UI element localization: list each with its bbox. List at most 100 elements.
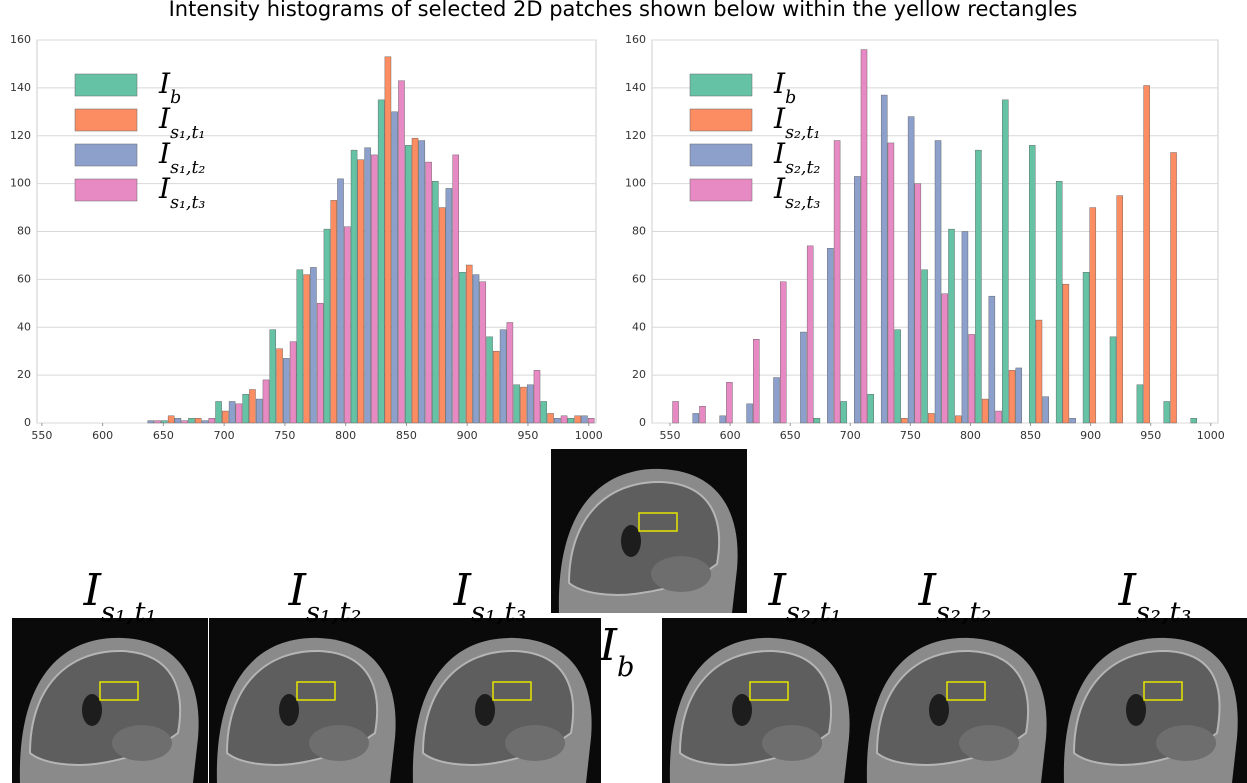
- bar: [955, 416, 961, 423]
- ventricle: [1126, 694, 1146, 726]
- bar: [263, 380, 269, 423]
- cerebellum: [959, 725, 1019, 761]
- bar: [1016, 368, 1022, 423]
- bar: [195, 418, 201, 423]
- mri-image: [662, 618, 859, 783]
- x-tick-label: 550: [660, 429, 681, 442]
- cerebellum: [309, 725, 369, 761]
- ventricle: [82, 694, 102, 726]
- x-tick-label: 800: [960, 429, 981, 442]
- image-label: Ib: [599, 620, 635, 683]
- bar: [720, 416, 726, 423]
- bar: [351, 150, 357, 423]
- bar: [807, 246, 813, 423]
- bar: [446, 188, 452, 423]
- bar: [901, 418, 907, 423]
- bar: [459, 272, 465, 423]
- bar: [182, 421, 188, 423]
- bar: [922, 270, 928, 423]
- ventricle: [621, 525, 641, 557]
- bar: [453, 155, 459, 423]
- bar: [426, 162, 432, 423]
- bar: [1036, 320, 1042, 423]
- bar: [928, 413, 934, 423]
- x-tick-label: 550: [31, 429, 52, 442]
- bar: [385, 57, 391, 423]
- bar: [989, 296, 995, 423]
- bar: [547, 413, 553, 423]
- bar: [480, 282, 486, 423]
- bar: [841, 401, 847, 423]
- bar: [365, 148, 371, 423]
- bar: [527, 385, 533, 423]
- bar: [256, 399, 262, 423]
- bar: [673, 401, 679, 423]
- bar: [773, 378, 779, 423]
- bar: [861, 50, 867, 423]
- legend-swatch: [690, 144, 752, 166]
- bar: [161, 421, 167, 423]
- bar: [1043, 397, 1049, 423]
- bar: [827, 248, 833, 423]
- x-tick-label: 950: [1140, 429, 1161, 442]
- legend-swatch: [75, 144, 137, 166]
- bar: [1137, 385, 1143, 423]
- bar: [693, 413, 699, 423]
- y-tick-label: 80: [632, 225, 646, 238]
- x-tick-label: 700: [840, 429, 861, 442]
- bar: [854, 176, 860, 423]
- bar: [229, 401, 235, 423]
- y-tick-label: 120: [625, 129, 646, 142]
- y-tick-label: 20: [17, 368, 31, 381]
- bar: [398, 81, 404, 423]
- bar: [283, 358, 289, 423]
- mri-image: [12, 618, 208, 783]
- bar: [1056, 181, 1062, 423]
- bar: [534, 370, 540, 423]
- y-tick-label: 100: [625, 177, 646, 190]
- bar: [520, 387, 526, 423]
- bar: [948, 229, 954, 423]
- bar: [310, 267, 316, 423]
- bar: [575, 416, 581, 423]
- y-tick-label: 40: [17, 320, 31, 333]
- bar: [881, 95, 887, 423]
- x-tick-label: 850: [1020, 429, 1041, 442]
- bar: [1164, 401, 1170, 423]
- bar: [493, 351, 499, 423]
- bar: [473, 275, 479, 423]
- bar: [216, 401, 222, 423]
- bar: [699, 406, 705, 423]
- ventricle: [929, 694, 949, 726]
- bar: [188, 418, 194, 423]
- y-tick-label: 20: [632, 368, 646, 381]
- x-tick-label: 750: [274, 429, 295, 442]
- bar: [554, 418, 560, 423]
- bar: [324, 229, 330, 423]
- x-tick-label: 900: [1080, 429, 1101, 442]
- bar: [561, 416, 567, 423]
- bar: [962, 232, 968, 424]
- mri-image: [859, 618, 1056, 783]
- x-tick-label: 750: [900, 429, 921, 442]
- bar: [412, 138, 418, 423]
- bar: [222, 411, 228, 423]
- legend-swatch: [690, 179, 752, 201]
- bar: [175, 418, 181, 423]
- bar: [148, 421, 154, 423]
- bar: [726, 382, 732, 423]
- y-tick-label: 140: [625, 81, 646, 94]
- x-tick-label: 650: [780, 429, 801, 442]
- bar: [290, 342, 296, 423]
- bar: [155, 421, 161, 423]
- bar: [888, 143, 894, 423]
- y-tick-label: 0: [639, 416, 646, 429]
- bar: [1029, 145, 1035, 423]
- x-tick-label: 1000: [1197, 429, 1225, 442]
- bar: [1191, 418, 1197, 423]
- bar: [834, 141, 840, 423]
- bar: [514, 385, 520, 423]
- mri-image: [551, 449, 747, 613]
- bar: [568, 418, 574, 423]
- cerebellum: [505, 725, 565, 761]
